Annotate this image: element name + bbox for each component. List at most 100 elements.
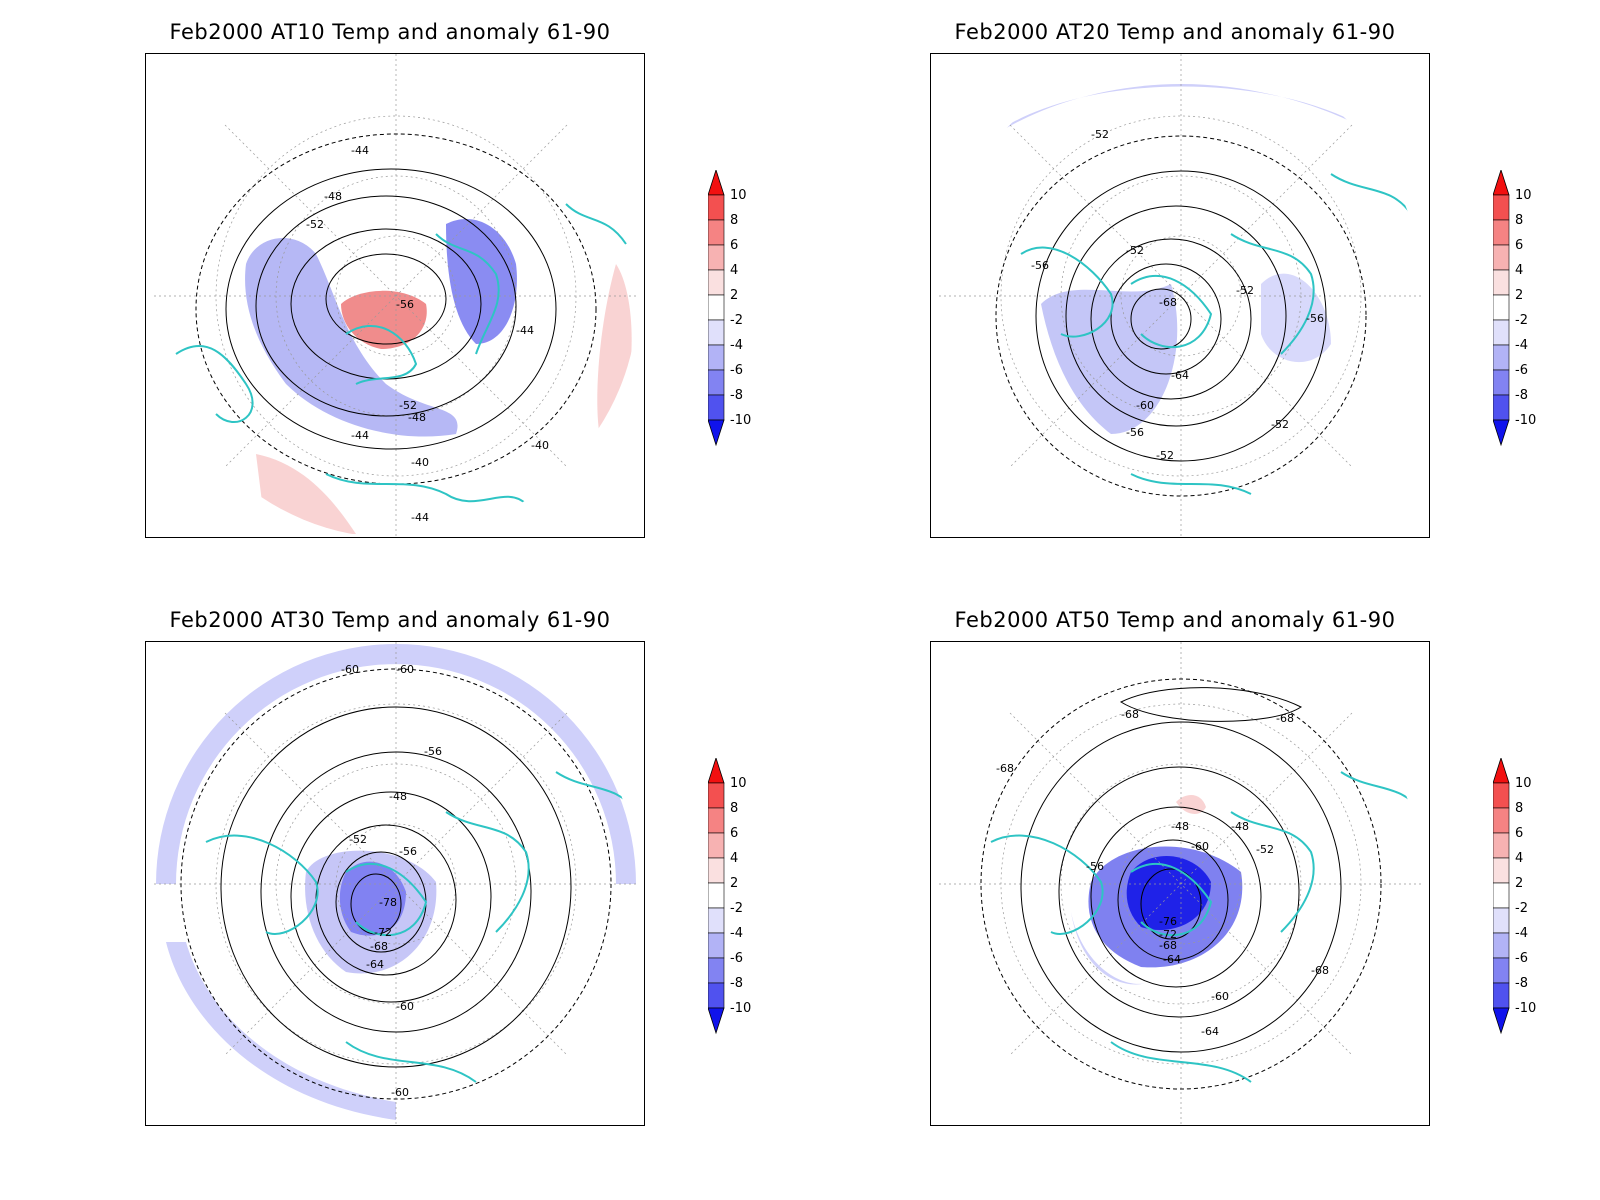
colorbar-segment: [1493, 907, 1510, 934]
svg-text:-52: -52: [1236, 284, 1254, 297]
svg-text:-60: -60: [1136, 399, 1154, 412]
svg-text:-72: -72: [374, 926, 392, 939]
svg-text:-52: -52: [399, 399, 417, 412]
anomaly-blue-region: [305, 850, 437, 974]
colorbar-label: 4: [1515, 263, 1524, 278]
svg-text:-64: -64: [1163, 953, 1181, 966]
colorbar-segment: [1493, 319, 1510, 346]
colorbar-segment: [1493, 982, 1510, 1009]
colorbar-label: 2: [730, 288, 739, 303]
svg-text:-56: -56: [399, 845, 417, 858]
svg-text:-64: -64: [1171, 369, 1189, 382]
svg-text:-48: -48: [408, 411, 426, 424]
colorbar-label: -2: [730, 313, 743, 328]
colorbar-segment: [1493, 807, 1510, 834]
colorbar-label: -6: [1515, 951, 1528, 966]
colorbar-label: 8: [1515, 213, 1524, 228]
colorbar-label: -2: [730, 901, 743, 916]
colorbar-label: -6: [1515, 363, 1528, 378]
colorbar-segment: [1493, 269, 1510, 296]
colorbar-label: 4: [730, 263, 739, 278]
svg-text:-68: -68: [1121, 708, 1139, 721]
colorbar-label: -4: [730, 926, 743, 941]
panel-title-at20: Feb2000 AT20 Temp and anomaly 61-90: [954, 20, 1396, 44]
colorbar-segment: [708, 807, 725, 834]
svg-text:-52: -52: [1256, 843, 1274, 856]
colorbar-arrow-top: [708, 758, 725, 784]
colorbar-segment: [1493, 244, 1510, 271]
colorbar-segment: [1493, 344, 1510, 371]
colorbar-arrow-bottom: [708, 419, 725, 447]
colorbar-segment: [1493, 194, 1510, 221]
svg-text:-56: -56: [424, 745, 442, 758]
polar-map-at30: -60 -60 -56 -48 -52 -56 -78 -72 -68 -64 …: [145, 641, 645, 1126]
polar-map-at20: -52 -56 -52 -68 -64 -60 -56 -52 -52 -56 …: [930, 53, 1430, 538]
anomaly-strong-blue-region: [1126, 855, 1211, 930]
svg-text:-68: -68: [1276, 712, 1294, 725]
colorbar-at50: 10 8 6 4 2 -2 -4 -6 -8 -10: [1493, 758, 1553, 1038]
coastlines: [1020, 173, 1412, 495]
colorbar-svg: [708, 758, 725, 1035]
colorbar-segment: [708, 957, 725, 984]
svg-text:-68: -68: [370, 940, 388, 953]
svg-text:-44: -44: [516, 324, 534, 337]
polar-map-at10: -44 -48 -52 -56 -52 -48 -44 -40 -44 -40 …: [145, 53, 645, 538]
coastlines: [205, 771, 637, 1083]
colorbar-segment: [1493, 832, 1510, 859]
colorbar-label: 8: [730, 801, 739, 816]
colorbar-segment: [708, 194, 725, 221]
colorbar-label: 4: [1515, 851, 1524, 866]
colorbar-segment: [1493, 369, 1510, 396]
colorbar-arrow-top: [708, 170, 725, 196]
colorbar-label: 6: [1515, 826, 1524, 841]
colorbar-label: -4: [1515, 926, 1528, 941]
colorbar-label: 10: [730, 188, 747, 203]
colorbar-segment: [708, 294, 725, 321]
colorbar-label: 4: [730, 851, 739, 866]
colorbar-label: -10: [1515, 413, 1537, 428]
panel-title-at30: Feb2000 AT30 Temp and anomaly 61-90: [169, 608, 611, 632]
colorbar-label: -10: [730, 413, 752, 428]
colorbar-segment: [708, 782, 725, 809]
temperature-contours: [180, 668, 612, 1100]
colorbar-segment: [1493, 882, 1510, 909]
colorbar-label: -6: [730, 951, 743, 966]
colorbar-label: -10: [730, 1001, 752, 1016]
colorbar-label: -2: [1515, 901, 1528, 916]
colorbar-label: -8: [1515, 976, 1528, 991]
colorbar-at10: 10 8 6 4 2 -2 -4 -6 -8 -10: [708, 170, 768, 450]
colorbar-label: 10: [730, 776, 747, 791]
colorbar-segment: [708, 369, 725, 396]
contour-labels: -44 -48 -52 -56 -52 -48 -44 -40 -44 -40 …: [306, 144, 549, 524]
colorbar-label: -4: [730, 338, 743, 353]
colorbar-at30: 10 8 6 4 2 -2 -4 -6 -8 -10: [708, 758, 768, 1038]
graticule: [154, 642, 638, 1125]
colorbar-label: -2: [1515, 313, 1528, 328]
svg-text:-52: -52: [1156, 449, 1174, 462]
colorbar-segment: [708, 394, 725, 421]
svg-text:-52: -52: [1271, 418, 1289, 431]
svg-text:-40: -40: [531, 439, 549, 452]
anomaly-blue-region: [166, 942, 396, 1120]
colorbar-label: 2: [730, 876, 739, 891]
svg-text:-68: -68: [1159, 296, 1177, 309]
colorbar-label: 10: [1515, 188, 1532, 203]
panel-title-at50: Feb2000 AT50 Temp and anomaly 61-90: [954, 608, 1396, 632]
colorbar-segment: [1493, 294, 1510, 321]
colorbar-segment: [1493, 394, 1510, 421]
anomaly-blue-region: [1041, 284, 1178, 434]
colorbar-segment: [708, 319, 725, 346]
svg-text:-44: -44: [351, 429, 369, 442]
svg-text:-52: -52: [306, 218, 324, 231]
colorbar-label: 10: [1515, 776, 1532, 791]
temperature-contours: [995, 135, 1367, 497]
polar-map-at50: -68 -68 -68 -48 -48 -52 -60 -56 -76 -72 …: [930, 641, 1430, 1126]
colorbar-segment: [708, 907, 725, 934]
colorbar-svg: [708, 170, 725, 447]
colorbar-label: 2: [1515, 876, 1524, 891]
svg-text:-52: -52: [1126, 244, 1144, 257]
svg-text:-56: -56: [1306, 312, 1324, 325]
svg-text:-48: -48: [389, 790, 407, 803]
colorbar-at20: 10 8 6 4 2 -2 -4 -6 -8 -10: [1493, 170, 1553, 450]
colorbar-segment: [708, 219, 725, 246]
